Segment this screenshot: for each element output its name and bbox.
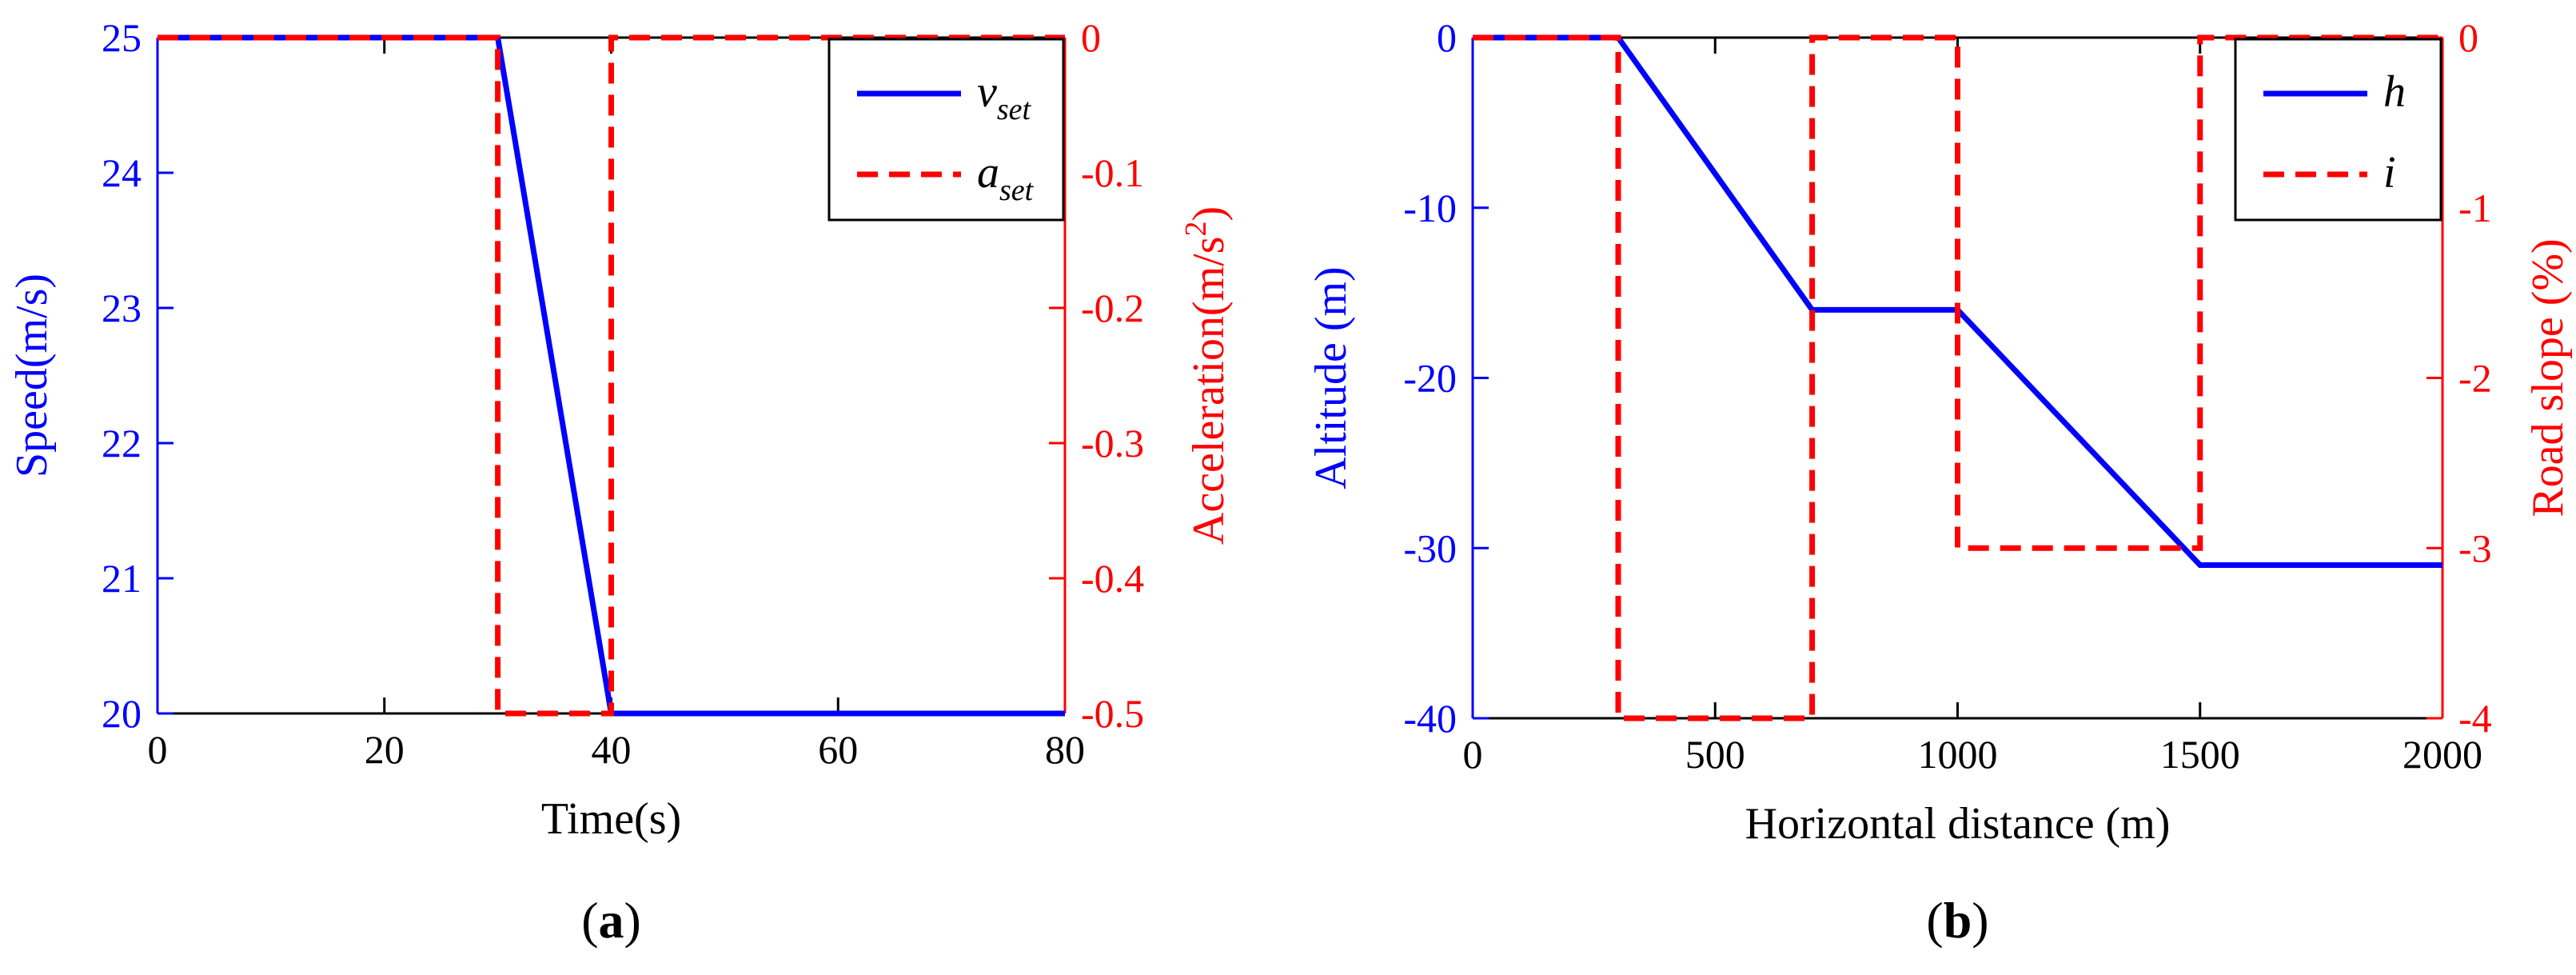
left-y-tick-label: 23 bbox=[102, 286, 142, 330]
legend-entry-name: a bbox=[977, 148, 999, 198]
right-y-axis-label-text: Road slope (%) bbox=[2523, 238, 2573, 517]
panel-label-letter: a bbox=[599, 892, 624, 949]
right-y-axis-label-superscript: 2 bbox=[1179, 222, 1213, 237]
right-y-axis-label-tail: ) bbox=[1184, 206, 1234, 222]
left-y-tick-label: 0 bbox=[1437, 15, 1457, 60]
left-y-tick-label: 24 bbox=[102, 150, 142, 195]
panel-label: (b) bbox=[1926, 892, 1988, 949]
legend-entry: vset bbox=[977, 67, 1032, 126]
x-tick-label: 80 bbox=[1045, 727, 1085, 772]
right-y-tick-label: -1 bbox=[2458, 186, 2492, 230]
left-y-tick-label: 21 bbox=[102, 556, 142, 601]
right-y-tick-label: -3 bbox=[2458, 525, 2492, 570]
series-line-i bbox=[1473, 34, 2442, 721]
right-y-tick-label: 0 bbox=[2458, 15, 2478, 60]
chart-panel-a: 0 20 40 60 80202122232425-0.5-0.4-0.3-0.2-0.… bbox=[7, 15, 1234, 949]
left-y-tick-label: -20 bbox=[1403, 356, 1457, 401]
legend-entry-subscript: set bbox=[999, 174, 1035, 207]
panel-label: (a) bbox=[581, 892, 641, 949]
x-tick-label: 2000 bbox=[2403, 732, 2482, 777]
left-y-tick-label: -10 bbox=[1403, 186, 1457, 230]
left-y-axis-label: Altitude (m) bbox=[1306, 266, 1356, 489]
right-y-tick-label: -2 bbox=[2458, 356, 2492, 401]
legend bbox=[2234, 38, 2442, 222]
x-axis-label: Time(s) bbox=[541, 794, 681, 844]
left-y-tick-label: -30 bbox=[1403, 525, 1457, 570]
legend bbox=[827, 38, 1065, 222]
legend-entry-subscript: set bbox=[997, 93, 1032, 126]
x-tick-label: 1000 bbox=[1918, 732, 1998, 777]
right-y-axis-label-base: Acceleration(m/s bbox=[1184, 237, 1234, 545]
right-y-tick-label: 0 bbox=[1081, 15, 1101, 60]
left-y-axis-label: Speed(m/s) bbox=[7, 274, 57, 478]
series-line-a bbox=[158, 34, 1065, 717]
x-tick-label: 0 bbox=[1463, 732, 1483, 777]
right-y-tick-label: -4 bbox=[2458, 696, 2492, 741]
right-y-tick-label: -0.4 bbox=[1081, 556, 1144, 601]
right-y-tick-label: -0.2 bbox=[1081, 286, 1144, 330]
panel-label-letter: b bbox=[1944, 892, 1972, 949]
x-tick-label: 60 bbox=[818, 727, 858, 772]
legend-entry-name: h bbox=[2383, 67, 2406, 117]
panel-label-open: ( bbox=[1926, 892, 1943, 949]
x-tick-label: 500 bbox=[1685, 732, 1745, 777]
legend-entry-name: v bbox=[977, 67, 997, 117]
left-y-tick-label: 20 bbox=[102, 691, 142, 736]
legend-entry-name: i bbox=[2383, 148, 2396, 198]
x-tick-label: 20 bbox=[365, 727, 405, 772]
legend-entry: h bbox=[2383, 67, 2406, 117]
right-y-tick-label: -0.3 bbox=[1081, 421, 1144, 466]
left-y-tick-label: 22 bbox=[102, 421, 142, 466]
x-tick-label: 1500 bbox=[2160, 732, 2240, 777]
panel-label-open: ( bbox=[581, 892, 598, 949]
left-y-tick-label: 25 bbox=[102, 15, 142, 60]
series-line-h bbox=[1473, 34, 2442, 568]
panel-label-close: ) bbox=[1972, 892, 1988, 949]
right-y-tick-label: -0.5 bbox=[1081, 691, 1144, 736]
panel-label-close: ) bbox=[624, 892, 641, 949]
right-y-tick-label: -0.1 bbox=[1081, 150, 1144, 195]
chart-panel-b: 0 500 1000 1500 2000-40-30-20-100-4-3-2-10Ho… bbox=[1306, 15, 2573, 949]
x-axis-label: Horizontal distance (m) bbox=[1745, 799, 2171, 849]
right-y-axis-label: Road slope (%) bbox=[2523, 238, 2573, 517]
x-tick-label: 40 bbox=[592, 727, 632, 772]
legend-entry: aset bbox=[977, 148, 1035, 207]
left-y-tick-label: -40 bbox=[1403, 696, 1457, 741]
legend-entry: i bbox=[2383, 148, 2396, 198]
right-y-axis-label: Acceleration(m/s2) bbox=[1179, 206, 1234, 545]
x-tick-label: 0 bbox=[148, 727, 168, 772]
